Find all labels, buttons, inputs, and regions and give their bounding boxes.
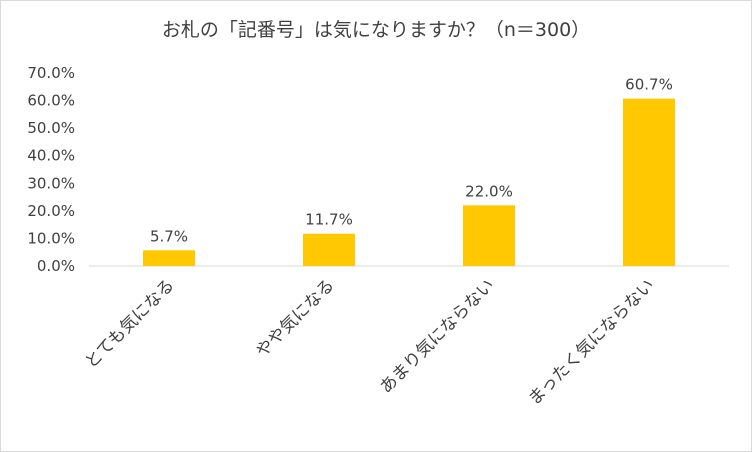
- data-label: 5.7%: [150, 227, 188, 245]
- bar: [463, 205, 515, 266]
- x-category-label: やや気になる: [252, 275, 338, 361]
- x-category-label: まったく気にならない: [525, 275, 659, 409]
- x-category-label: とても気になる: [81, 275, 178, 372]
- y-tick-label: 20.0%: [27, 202, 75, 220]
- bar: [623, 98, 675, 267]
- data-label: 11.7%: [305, 211, 353, 229]
- data-label: 22.0%: [465, 182, 513, 200]
- bar: [143, 250, 195, 266]
- y-tick-label: 70.0%: [27, 64, 75, 82]
- y-tick-label: 30.0%: [27, 174, 75, 192]
- bar: [303, 233, 355, 266]
- y-tick-label: 60.0%: [27, 92, 75, 110]
- y-tick-label: 10.0%: [27, 229, 75, 247]
- x-category-label: あまり気にならない: [376, 275, 498, 397]
- y-tick-label: 50.0%: [27, 119, 75, 137]
- y-tick-label: 0.0%: [37, 257, 75, 275]
- chart-title: お札の「記番号」は気になりますか？（n＝300）: [161, 19, 591, 41]
- y-tick-label: 40.0%: [27, 147, 75, 165]
- data-label: 60.7%: [625, 76, 673, 94]
